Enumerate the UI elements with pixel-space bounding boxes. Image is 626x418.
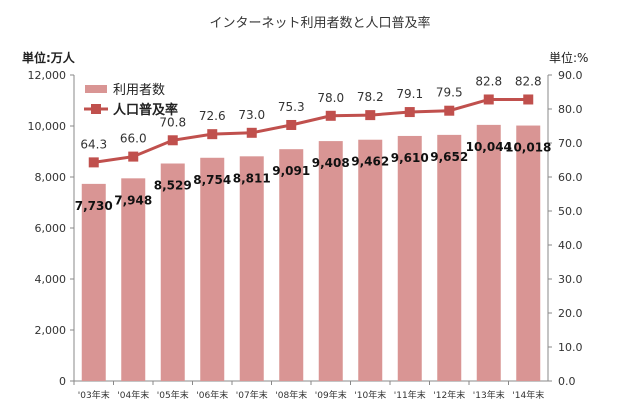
right-tick-label: 20.0 (558, 307, 583, 320)
rate-marker (523, 94, 534, 105)
bar-label: 8,811 (233, 171, 271, 185)
x-tick-label: '11年末 (394, 389, 426, 401)
bar (437, 134, 462, 381)
right-axis-unit: 単位:% (549, 50, 588, 65)
left-axis-unit: 単位:万人 (22, 50, 76, 65)
rate-label: 78.0 (317, 91, 344, 105)
x-tick-label: '13年末 (473, 389, 505, 401)
rate-label: 82.8 (515, 74, 542, 88)
bar-label: 10,018 (505, 141, 551, 155)
rate-marker (207, 129, 218, 140)
rate-label: 64.3 (80, 137, 107, 151)
bar (397, 135, 422, 381)
rate-label: 79.1 (396, 87, 423, 101)
bar (121, 178, 146, 381)
bar (318, 141, 343, 381)
bar (81, 183, 106, 381)
left-tick-label: 0 (59, 375, 66, 388)
rate-line (93, 97, 529, 164)
bar-label: 7,730 (75, 199, 113, 213)
chart-title: インターネット利用者数と人口普及率 (209, 15, 430, 31)
bar-label: 8,754 (193, 173, 231, 187)
x-tick-label: '14年末 (512, 389, 544, 401)
x-tick-label: '06年末 (196, 389, 228, 401)
rate-label: 66.0 (120, 132, 147, 146)
right-tick-label: 0.0 (558, 375, 576, 388)
left-tick-label: 8,000 (35, 171, 67, 184)
rate-label: 79.5 (436, 86, 463, 100)
x-tick-label: '07年末 (236, 389, 268, 401)
bar (279, 149, 304, 381)
right-tick-label: 70.0 (558, 137, 583, 150)
bar (200, 157, 225, 381)
rate-marker (404, 107, 415, 118)
left-tick-label: 6,000 (35, 222, 67, 235)
rate-label: 72.6 (199, 109, 226, 123)
bar-label: 8,529 (154, 179, 192, 193)
legend-line-label: 人口普及率 (113, 102, 178, 118)
right-tick-label: 30.0 (558, 273, 583, 286)
left-tick-label: 10,000 (28, 120, 67, 133)
right-tick-label: 80.0 (558, 103, 583, 116)
rate-marker (167, 135, 178, 146)
rate-marker (483, 94, 494, 105)
rate-marker (128, 151, 139, 162)
rate-marker (365, 110, 376, 121)
bar (516, 125, 541, 381)
left-tick-label: 12,000 (28, 69, 67, 82)
right-tick-label: 50.0 (558, 205, 583, 218)
bar-label: 9,091 (272, 164, 310, 178)
right-tick-label: 60.0 (558, 171, 583, 184)
bar (476, 124, 501, 382)
left-tick-label: 4,000 (35, 273, 67, 286)
x-tick-label: '10年末 (354, 389, 386, 401)
bar (239, 156, 264, 381)
right-tick-label: 40.0 (558, 239, 583, 252)
bar-label: 7,948 (114, 193, 152, 207)
rate-marker (88, 157, 99, 168)
rate-marker (444, 105, 455, 116)
bar-label: 9,408 (312, 156, 350, 170)
legend-bar-swatch (85, 85, 107, 93)
legend-line-marker (91, 104, 101, 114)
rate-label: 73.0 (238, 108, 265, 122)
x-tick-label: '09年末 (315, 389, 347, 401)
rate-marker (286, 119, 297, 130)
rate-marker (246, 127, 257, 138)
x-tick-label: '05年末 (157, 389, 189, 401)
bar (358, 139, 383, 381)
x-tick-label: '03年末 (78, 389, 110, 401)
bar-label: 9,652 (430, 150, 468, 164)
bar-label: 9,610 (391, 151, 429, 165)
left-tick-label: 2,000 (35, 324, 67, 337)
legend-bar-label: 利用者数 (113, 83, 165, 98)
x-tick-label: '04年末 (117, 389, 149, 401)
right-tick-label: 90.0 (558, 69, 583, 82)
rate-label: 70.8 (159, 115, 186, 129)
rate-label: 78.2 (357, 90, 384, 104)
bar (160, 163, 185, 381)
x-tick-label: '08年末 (275, 389, 307, 401)
x-tick-label: '12年末 (433, 389, 465, 401)
rate-label: 75.3 (278, 100, 305, 114)
bar-label: 10,044 (466, 140, 512, 154)
rate-marker (325, 110, 336, 121)
rate-label: 82.8 (475, 74, 502, 88)
right-tick-label: 10.0 (558, 341, 583, 354)
bar-label: 9,462 (351, 155, 389, 169)
